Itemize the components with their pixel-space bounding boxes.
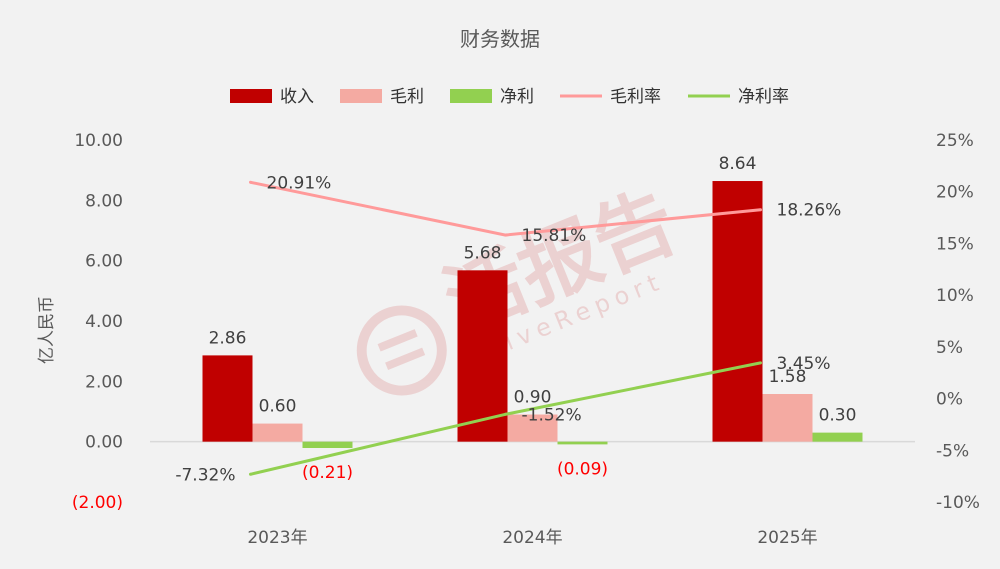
line-point <box>249 180 252 184</box>
legend-swatch-收入 <box>230 89 272 103</box>
line-point <box>504 412 507 416</box>
bar-毛利 <box>252 423 303 442</box>
bar-收入 <box>712 181 763 442</box>
line-point <box>249 472 252 476</box>
right-tick-label: 15% <box>936 234 974 254</box>
x-tick-label: 2025年 <box>757 528 817 548</box>
x-tick-label: 2023年 <box>247 528 307 548</box>
bar-收入 <box>202 355 253 442</box>
line-label: 3.45% <box>777 354 831 374</box>
right-axis: 25% 20% 15% 10% 5% 0% -5% -10% <box>936 131 980 513</box>
line-label: 18.26% <box>777 201 842 221</box>
legend-label: 毛利 <box>390 87 424 107</box>
bar-label: 0.30 <box>819 406 857 426</box>
legend-label: 收入 <box>280 87 314 107</box>
left-axis: 10.00 8.00 6.00 4.00 2.00 0.00 (2.00) <box>72 131 123 513</box>
left-tick-label: 2.00 <box>85 372 123 392</box>
right-tick-label: 25% <box>936 131 974 151</box>
legend-label: 净利 <box>500 87 534 107</box>
left-tick-label: 0.00 <box>85 433 123 453</box>
right-tick-label: 20% <box>936 183 974 203</box>
bar-净利 <box>557 441 608 445</box>
right-tick-label: 5% <box>936 338 963 358</box>
right-tick-label: 0% <box>936 390 963 410</box>
bar-label: (0.21) <box>302 463 353 483</box>
bar-毛利 <box>507 414 558 442</box>
left-tick-label: (2.00) <box>72 493 123 513</box>
bars <box>202 181 863 449</box>
chart-title: 财务数据 <box>460 27 540 51</box>
bar-毛利 <box>762 394 813 442</box>
left-tick-label: 6.00 <box>85 252 123 272</box>
left-tick-label: 8.00 <box>85 191 123 211</box>
right-tick-label: -10% <box>936 493 980 513</box>
legend-label: 毛利率 <box>610 87 661 107</box>
line-label: -1.52% <box>522 405 582 425</box>
line-label: 15.81% <box>522 226 587 246</box>
legend-swatch-毛利 <box>340 89 382 103</box>
left-tick-label: 4.00 <box>85 312 123 332</box>
x-axis: 2023年 2024年 2025年 <box>247 528 817 548</box>
lines <box>249 180 762 476</box>
bar-label: 1.58 <box>769 367 807 387</box>
bar-收入 <box>457 270 508 442</box>
line-point <box>759 361 762 365</box>
line-point <box>759 208 762 212</box>
right-tick-label: 10% <box>936 286 974 306</box>
bar-净利 <box>812 432 863 442</box>
bar-label: 0.60 <box>259 397 297 417</box>
line-label: -7.32% <box>175 465 235 485</box>
data-labels: 2.86 5.68 8.64 0.60 0.90 1.58 (0.21) (0.09) 0.30… <box>175 154 856 485</box>
line-point <box>504 233 507 237</box>
legend-swatch-净利 <box>450 89 492 103</box>
y-axis-label: 亿人民币 <box>37 296 57 364</box>
bar-label: 5.68 <box>464 243 502 263</box>
bar-label: 8.64 <box>719 154 757 174</box>
right-tick-label: -5% <box>936 441 969 461</box>
x-tick-label: 2024年 <box>502 528 562 548</box>
bar-净利 <box>302 441 353 449</box>
legend-label: 净利率 <box>738 87 789 107</box>
bar-label: 0.90 <box>514 388 552 408</box>
legend: 收入 毛利 净利 毛利率 净利率 <box>230 87 789 107</box>
bar-label: 2.86 <box>209 328 247 348</box>
bar-label: (0.09) <box>557 459 608 479</box>
left-tick-label: 10.00 <box>74 131 123 151</box>
line-label: 20.91% <box>267 173 332 193</box>
